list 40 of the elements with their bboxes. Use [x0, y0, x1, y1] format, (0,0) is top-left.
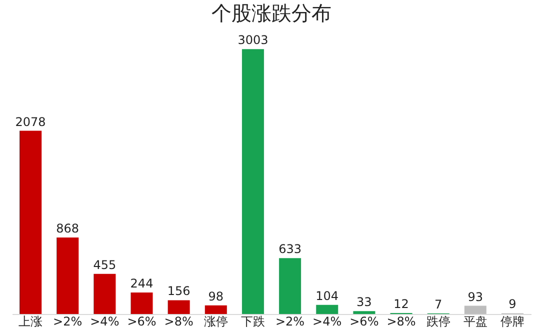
data-label: 455	[93, 258, 116, 272]
x-tick-label: >6%	[127, 314, 156, 328]
bar	[20, 130, 42, 314]
x-tick-label: >4%	[312, 314, 342, 328]
x-tick-label: 停牌	[500, 314, 524, 328]
bar	[279, 258, 302, 314]
x-tick-label: >8%	[164, 314, 194, 328]
x-tick-label: >4%	[90, 314, 120, 328]
bar	[56, 237, 79, 314]
x-tick-label: 涨停	[204, 314, 228, 328]
data-label: 633	[278, 242, 302, 256]
bar	[316, 304, 338, 314]
data-label: 7	[434, 297, 442, 312]
bar	[204, 305, 227, 314]
x-tick-label: >6%	[350, 314, 379, 328]
data-label: 98	[208, 289, 224, 304]
bar	[94, 274, 116, 314]
data-label: 9	[508, 297, 516, 312]
data-label: 244	[130, 276, 154, 290]
data-label: 3003	[238, 33, 268, 48]
data-label: 2078	[15, 114, 46, 129]
x-tick-label: 平盘	[463, 314, 488, 328]
bar	[464, 306, 486, 314]
bar	[242, 49, 264, 314]
data-label: 33	[356, 295, 372, 310]
chart-title: 个股涨跌分布	[212, 1, 332, 25]
data-label: 868	[56, 221, 80, 236]
data-label: 156	[167, 284, 190, 298]
x-tick-label: >2%	[53, 314, 82, 328]
bar	[353, 311, 376, 314]
x-tick-label: >2%	[275, 314, 305, 328]
bar	[130, 292, 153, 314]
data-label: 12	[394, 296, 409, 311]
data-label: 93	[468, 290, 484, 304]
x-tick-label: 上涨	[18, 314, 43, 328]
data-label: 104	[316, 288, 339, 303]
x-tick-label: >8%	[386, 314, 416, 328]
x-tick-label: 跌停	[426, 314, 450, 328]
bar	[168, 300, 190, 314]
x-tick-label: 下跌	[240, 314, 265, 328]
